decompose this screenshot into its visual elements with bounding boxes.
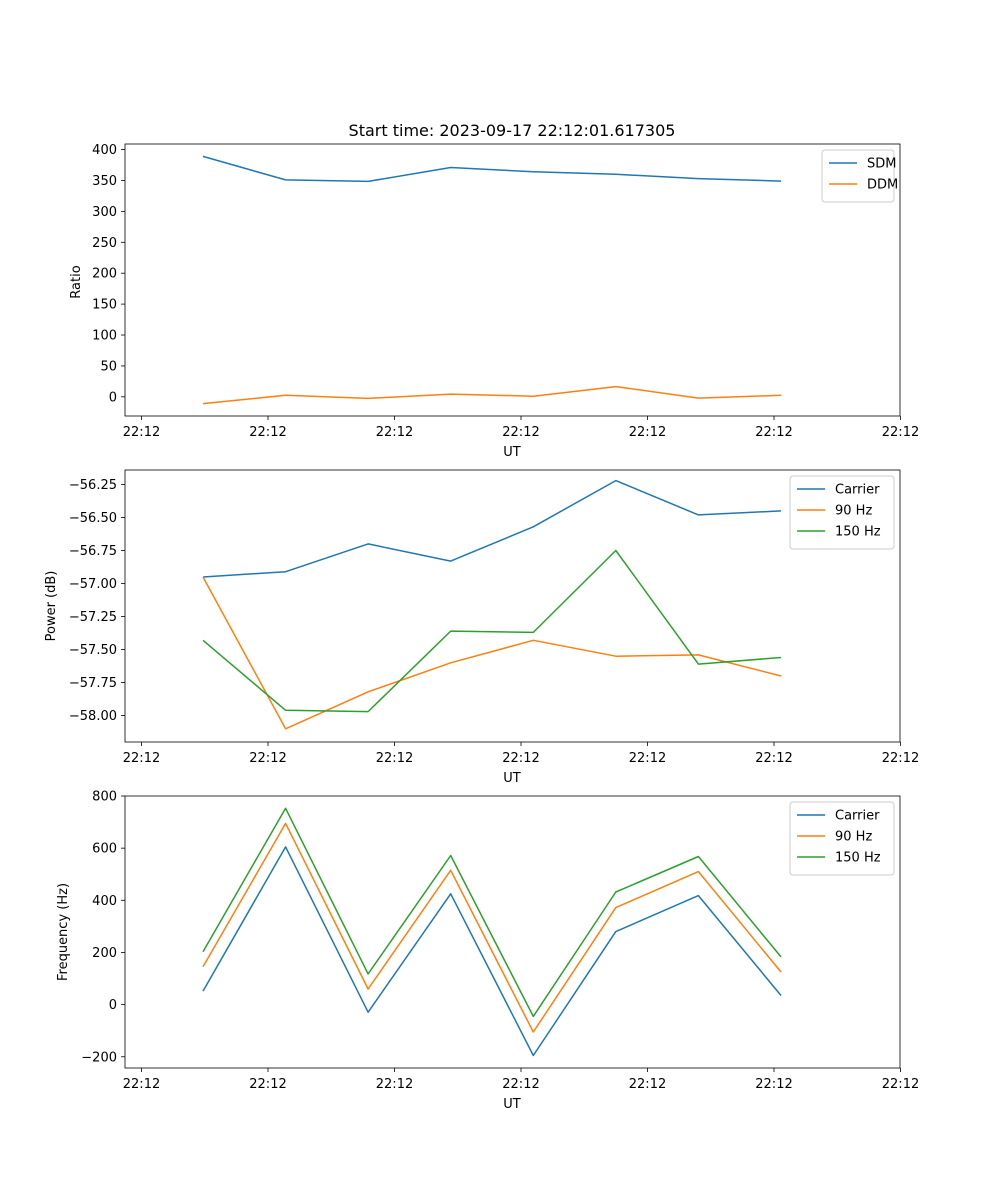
subplot-frequency: 22:1222:1222:1222:1222:1222:1222:1222:13…	[56, 790, 919, 1113]
y-tick-label: −200	[81, 1050, 117, 1065]
axes-frame	[124, 795, 901, 1069]
y-tick-label: 200	[92, 946, 117, 961]
y-tick-label: −58.00	[69, 709, 117, 724]
subplot-power: 22:1222:1222:1222:1222:1222:1222:1222:13…	[44, 469, 919, 786]
legend-label: 150 Hz	[835, 851, 881, 866]
x-tick-label: 22:12	[629, 425, 666, 440]
y-tick-label: 100	[92, 329, 117, 344]
y-tick-label: −57.50	[69, 643, 117, 658]
y-tick-label: 400	[92, 143, 117, 158]
y-axis-label: Frequency (Hz)	[56, 883, 71, 981]
y-tick-label: −56.75	[69, 544, 117, 559]
x-tick-label: 22:12	[755, 751, 792, 766]
legend: SDM DDM	[821, 149, 898, 203]
y-tick-label: −57.25	[69, 610, 117, 625]
x-tick-label: 22:12	[123, 1077, 160, 1092]
y-tick-label: 200	[92, 267, 117, 282]
x-tick-label: 22:12	[376, 751, 413, 766]
axes-frame	[124, 469, 901, 743]
y-tick-label: −57.00	[69, 577, 117, 592]
series-line-carrier	[202, 846, 782, 1057]
x-tick-label: 22:12	[376, 1077, 413, 1092]
y-tick-label: 350	[92, 174, 117, 189]
y-tick-label: 250	[92, 236, 117, 251]
x-tick-label: 22:12	[249, 751, 286, 766]
series-line-carrier	[202, 479, 782, 578]
axes-frame	[124, 143, 901, 417]
chart-title: Start time: 2023-09-17 22:12:01.617305	[349, 121, 676, 140]
x-axis-label: UT	[503, 445, 521, 460]
legend: Carrier 90 Hz 150 Hz	[789, 475, 895, 550]
x-tick-label: 22:12	[249, 1077, 286, 1092]
x-tick-label: 22:12	[502, 1077, 539, 1092]
legend-label: 150 Hz	[835, 525, 881, 540]
x-tick-label: 22:12	[376, 425, 413, 440]
y-tick-label: −57.75	[69, 676, 117, 691]
y-tick-label: −56.25	[69, 478, 117, 493]
x-tick-label: 22:12	[629, 751, 666, 766]
y-axis-label: Ratio	[69, 265, 84, 298]
y-tick-label: 0	[109, 390, 117, 405]
legend-label: DDM	[867, 178, 898, 193]
series-line-ddm	[202, 385, 782, 405]
legend-label: Carrier	[835, 483, 880, 498]
x-tick-label: 22:12	[882, 751, 919, 766]
x-tick-label: 22:12	[502, 751, 539, 766]
series-line-sdm	[202, 155, 782, 183]
series-line-90-hz	[202, 822, 782, 1033]
y-tick-label: 0	[109, 998, 117, 1013]
x-tick-label: 22:12	[629, 1077, 666, 1092]
subplot-ratio: Start time: 2023-09-17 22:12:01.617305 2…	[69, 121, 919, 460]
legend-label: SDM	[867, 157, 896, 172]
series-line-150-hz	[202, 549, 782, 713]
legend-label: 90 Hz	[835, 830, 872, 845]
x-tick-label: 22:12	[882, 425, 919, 440]
y-tick-label: 600	[92, 842, 117, 857]
x-tick-label: 22:12	[123, 751, 160, 766]
series-line-150-hz	[202, 807, 782, 1018]
y-tick-label: −56.50	[69, 511, 117, 526]
legend-label: 90 Hz	[835, 504, 872, 519]
x-tick-label: 22:12	[755, 1077, 792, 1092]
legend-label: Carrier	[835, 809, 880, 824]
y-tick-label: 300	[92, 205, 117, 220]
y-tick-label: 800	[92, 790, 117, 805]
x-tick-label: 22:12	[249, 425, 286, 440]
legend: Carrier 90 Hz 150 Hz	[789, 801, 895, 876]
y-axis-label: Power (dB)	[44, 571, 59, 642]
x-axis-label: UT	[503, 1097, 521, 1112]
x-tick-label: 22:12	[882, 1077, 919, 1092]
y-tick-label: 150	[92, 298, 117, 313]
x-tick-label: 22:12	[123, 425, 160, 440]
y-tick-label: 400	[92, 894, 117, 909]
series-line-90-hz	[202, 576, 782, 730]
y-tick-label: 50	[100, 359, 117, 374]
x-tick-label: 22:12	[755, 425, 792, 440]
x-axis-label: UT	[503, 771, 521, 786]
x-tick-label: 22:12	[502, 425, 539, 440]
